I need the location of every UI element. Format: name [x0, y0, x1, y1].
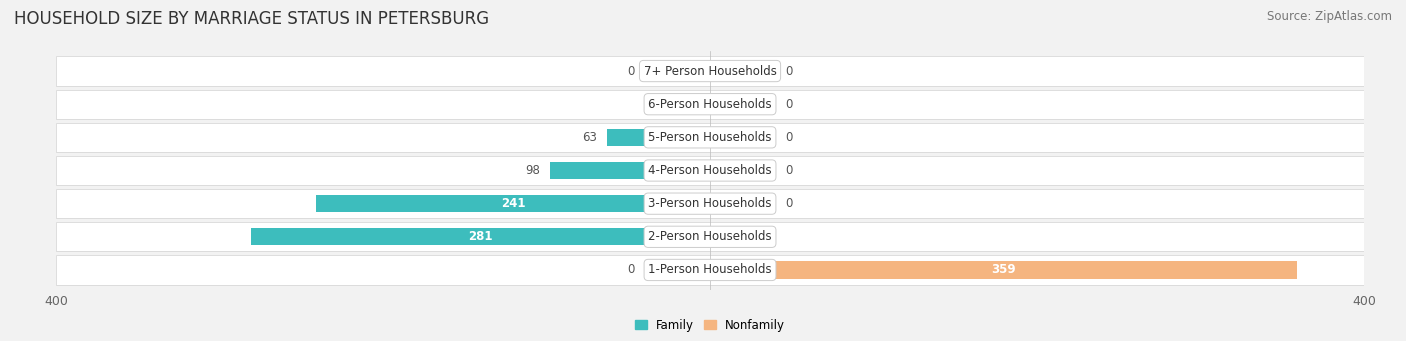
Text: 281: 281 [468, 230, 492, 243]
Bar [56, 90, 1364, 119]
Bar [56, 255, 1364, 284]
Bar [250, 228, 710, 246]
Bar [710, 261, 1296, 279]
Text: 0: 0 [785, 131, 793, 144]
Bar [56, 123, 1364, 152]
Text: 0: 0 [785, 64, 793, 77]
Text: 0: 0 [785, 197, 793, 210]
Text: 359: 359 [991, 264, 1015, 277]
Text: 0: 0 [785, 164, 793, 177]
Bar [710, 162, 776, 179]
Text: 5-Person Households: 5-Person Households [648, 131, 772, 144]
Bar [316, 195, 710, 212]
Bar [710, 195, 776, 212]
Bar [710, 228, 751, 246]
Text: 7+ Person Households: 7+ Person Households [644, 64, 776, 77]
Bar [56, 57, 1364, 86]
Text: 1-Person Households: 1-Person Households [648, 264, 772, 277]
Text: 0: 0 [785, 98, 793, 111]
Bar [644, 62, 710, 80]
Text: Source: ZipAtlas.com: Source: ZipAtlas.com [1267, 10, 1392, 23]
Bar [56, 189, 1364, 218]
Bar [56, 156, 1364, 185]
Text: 3-Person Households: 3-Person Households [648, 197, 772, 210]
Text: 63: 63 [582, 131, 598, 144]
Text: 6-Person Households: 6-Person Households [648, 98, 772, 111]
Bar [56, 156, 1364, 185]
Text: 4-Person Households: 4-Person Households [648, 164, 772, 177]
Legend: Family, Nonfamily: Family, Nonfamily [630, 314, 790, 337]
Bar [550, 162, 710, 179]
Text: 12: 12 [665, 98, 681, 111]
Bar [56, 222, 1364, 251]
Bar [710, 95, 776, 113]
Bar [56, 123, 1364, 152]
Text: 0: 0 [627, 264, 636, 277]
Bar [710, 62, 776, 80]
Text: 0: 0 [627, 64, 636, 77]
Bar [56, 57, 1364, 86]
Bar [690, 95, 710, 113]
Bar [56, 189, 1364, 218]
Text: 2-Person Households: 2-Person Households [648, 230, 772, 243]
Text: 241: 241 [501, 197, 526, 210]
Bar [56, 255, 1364, 284]
Text: 25: 25 [761, 230, 776, 243]
Text: HOUSEHOLD SIZE BY MARRIAGE STATUS IN PETERSBURG: HOUSEHOLD SIZE BY MARRIAGE STATUS IN PET… [14, 10, 489, 28]
Text: 98: 98 [526, 164, 540, 177]
Bar [56, 90, 1364, 119]
Bar [607, 129, 710, 146]
Bar [710, 129, 776, 146]
Bar [644, 261, 710, 279]
Bar [56, 222, 1364, 251]
